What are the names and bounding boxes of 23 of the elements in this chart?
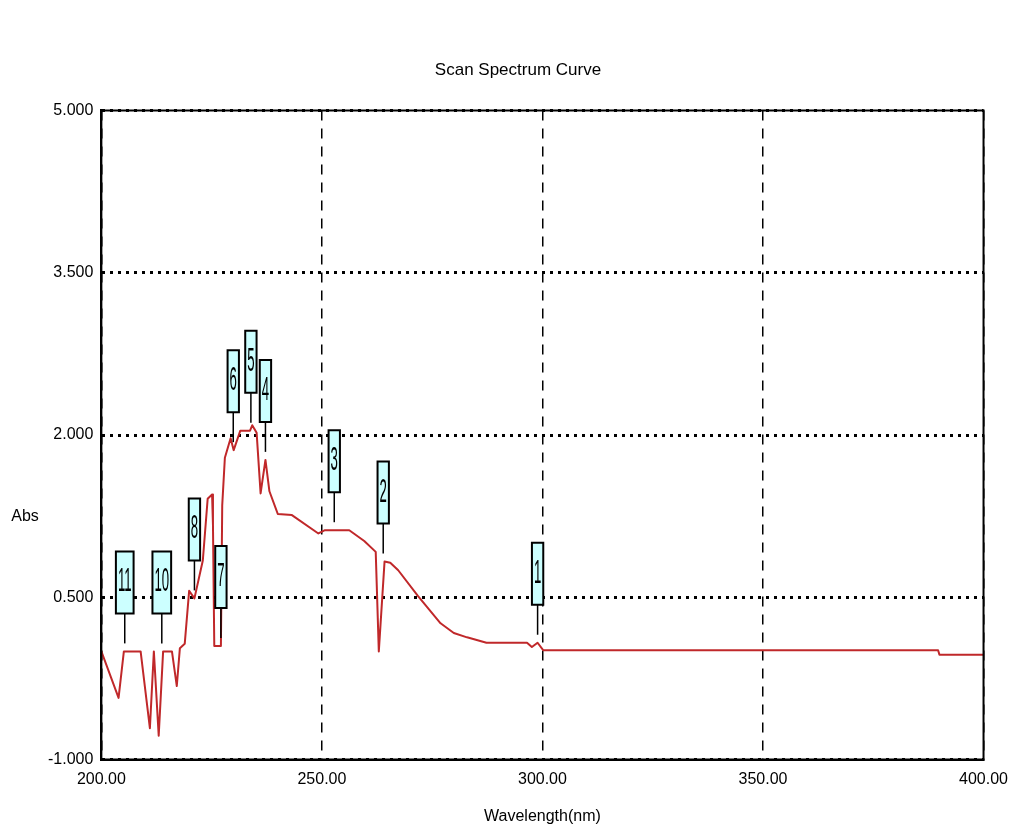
y-tick-label: -1.000: [47, 750, 94, 768]
annotation: 10: [154, 561, 170, 599]
annotation: 8: [190, 508, 199, 546]
y-tick-label: 2.000: [53, 425, 94, 443]
annotation: 2: [379, 471, 387, 509]
y-axis-title: Abs: [11, 506, 39, 524]
annotation: 5: [247, 340, 255, 378]
annotation: 7: [217, 555, 225, 593]
y-tick-label: 0.500: [53, 587, 94, 605]
x-tick-label: 400.00: [959, 769, 1009, 787]
x-tick-label: 200.00: [76, 769, 126, 787]
x-axis-title: Wavelength(nm): [484, 806, 601, 824]
annotation: 3: [330, 440, 338, 477]
chart-title: Scan Spectrum Curve: [434, 59, 602, 79]
y-tick-label: 3.500: [53, 263, 94, 281]
annotation: 4: [261, 369, 270, 407]
x-tick-label: 300.00: [517, 769, 568, 787]
y-tick-label: 5.000: [53, 100, 94, 118]
annotation: 1: [533, 552, 542, 590]
x-tick-label: 350.00: [738, 769, 788, 787]
x-tick-label: 250.00: [297, 769, 347, 787]
annotation: 11: [117, 561, 132, 599]
annotation: 6: [229, 360, 237, 397]
